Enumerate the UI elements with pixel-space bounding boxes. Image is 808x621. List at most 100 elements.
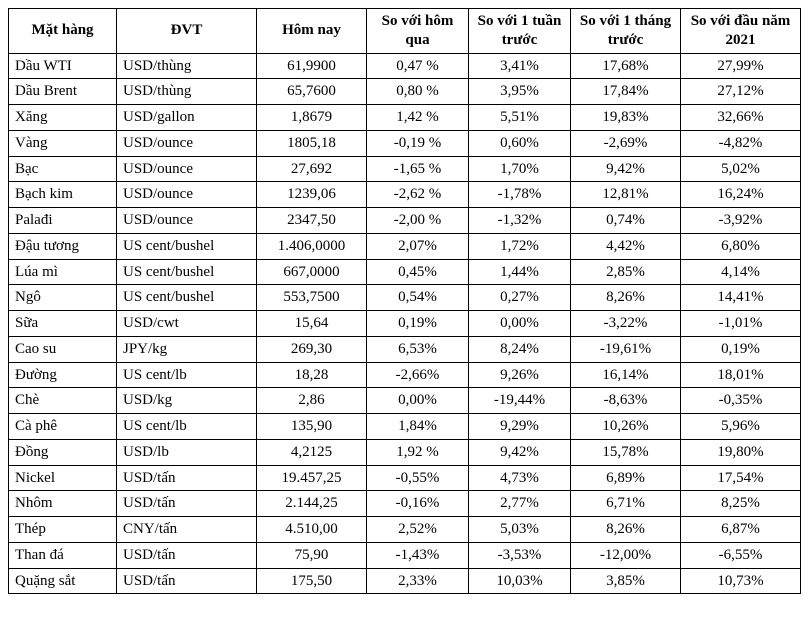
unit-cell: USD/lb bbox=[117, 439, 257, 465]
table-row: PalađiUSD/ounce2347,50-2,00 %-1,32%0,74%… bbox=[9, 208, 801, 234]
month-change-cell: 16,14% bbox=[571, 362, 681, 388]
month-change-cell: 3,85% bbox=[571, 568, 681, 594]
ytd-change-cell: 5,96% bbox=[681, 414, 801, 440]
col-unit: ĐVT bbox=[117, 9, 257, 54]
day-change-cell: 0,45% bbox=[367, 259, 469, 285]
commodity-name: Xăng bbox=[9, 105, 117, 131]
month-change-cell: 6,71% bbox=[571, 491, 681, 517]
ytd-change-cell: -3,92% bbox=[681, 208, 801, 234]
today-cell: 553,7500 bbox=[257, 285, 367, 311]
today-cell: 1.406,0000 bbox=[257, 233, 367, 259]
table-row: XăngUSD/gallon1,86791,42 %5,51%19,83%32,… bbox=[9, 105, 801, 131]
col-month: So với 1 tháng trước bbox=[571, 9, 681, 54]
unit-cell: USD/tấn bbox=[117, 465, 257, 491]
month-change-cell: -19,61% bbox=[571, 336, 681, 362]
month-change-cell: -2,69% bbox=[571, 130, 681, 156]
day-change-cell: 2,52% bbox=[367, 517, 469, 543]
day-change-cell: -1,43% bbox=[367, 542, 469, 568]
day-change-cell: -0,16% bbox=[367, 491, 469, 517]
week-change-cell: 9,29% bbox=[469, 414, 571, 440]
week-change-cell: 1,70% bbox=[469, 156, 571, 182]
week-change-cell: -3,53% bbox=[469, 542, 571, 568]
today-cell: 269,30 bbox=[257, 336, 367, 362]
week-change-cell: 4,73% bbox=[469, 465, 571, 491]
commodity-name: Quặng sắt bbox=[9, 568, 117, 594]
header-row: Mặt hàng ĐVT Hôm nay So với hôm qua So v… bbox=[9, 9, 801, 54]
table-row: ThépCNY/tấn4.510,002,52%5,03%8,26%6,87% bbox=[9, 517, 801, 543]
day-change-cell: 0,00% bbox=[367, 388, 469, 414]
ytd-change-cell: 18,01% bbox=[681, 362, 801, 388]
commodity-price-table: Mặt hàng ĐVT Hôm nay So với hôm qua So v… bbox=[8, 8, 801, 594]
ytd-change-cell: 6,87% bbox=[681, 517, 801, 543]
week-change-cell: 5,03% bbox=[469, 517, 571, 543]
unit-cell: US cent/bushel bbox=[117, 233, 257, 259]
week-change-cell: 1,72% bbox=[469, 233, 571, 259]
unit-cell: USD/ounce bbox=[117, 208, 257, 234]
col-ytd: So với đầu năm 2021 bbox=[681, 9, 801, 54]
week-change-cell: 9,26% bbox=[469, 362, 571, 388]
unit-cell: JPY/kg bbox=[117, 336, 257, 362]
table-row: Lúa mìUS cent/bushel667,00000,45%1,44%2,… bbox=[9, 259, 801, 285]
commodity-name: Đồng bbox=[9, 439, 117, 465]
ytd-change-cell: -1,01% bbox=[681, 311, 801, 337]
month-change-cell: 17,68% bbox=[571, 53, 681, 79]
ytd-change-cell: 17,54% bbox=[681, 465, 801, 491]
today-cell: 65,7600 bbox=[257, 79, 367, 105]
table-row: ChèUSD/kg2,860,00%-19,44%-8,63%-0,35% bbox=[9, 388, 801, 414]
today-cell: 2.144,25 bbox=[257, 491, 367, 517]
commodity-name: Nhôm bbox=[9, 491, 117, 517]
today-cell: 4.510,00 bbox=[257, 517, 367, 543]
table-row: Dầu WTIUSD/thùng61,99000,47 %3,41%17,68%… bbox=[9, 53, 801, 79]
today-cell: 4,2125 bbox=[257, 439, 367, 465]
ytd-change-cell: 8,25% bbox=[681, 491, 801, 517]
unit-cell: USD/gallon bbox=[117, 105, 257, 131]
ytd-change-cell: 0,19% bbox=[681, 336, 801, 362]
table-row: NgôUS cent/bushel553,75000,54%0,27%8,26%… bbox=[9, 285, 801, 311]
day-change-cell: -2,62 % bbox=[367, 182, 469, 208]
commodity-name: Lúa mì bbox=[9, 259, 117, 285]
unit-cell: US cent/bushel bbox=[117, 259, 257, 285]
commodity-name: Dầu Brent bbox=[9, 79, 117, 105]
commodity-name: Cà phê bbox=[9, 414, 117, 440]
day-change-cell: -1,65 % bbox=[367, 156, 469, 182]
day-change-cell: 1,84% bbox=[367, 414, 469, 440]
day-change-cell: 1,42 % bbox=[367, 105, 469, 131]
month-change-cell: -3,22% bbox=[571, 311, 681, 337]
day-change-cell: 1,92 % bbox=[367, 439, 469, 465]
ytd-change-cell: -0,35% bbox=[681, 388, 801, 414]
ytd-change-cell: 14,41% bbox=[681, 285, 801, 311]
col-week: So với 1 tuần trước bbox=[469, 9, 571, 54]
commodity-name: Đậu tương bbox=[9, 233, 117, 259]
table-body: Dầu WTIUSD/thùng61,99000,47 %3,41%17,68%… bbox=[9, 53, 801, 594]
unit-cell: CNY/tấn bbox=[117, 517, 257, 543]
table-row: Bạch kimUSD/ounce1239,06-2,62 %-1,78%12,… bbox=[9, 182, 801, 208]
table-row: Than đáUSD/tấn75,90-1,43%-3,53%-12,00%-6… bbox=[9, 542, 801, 568]
unit-cell: US cent/lb bbox=[117, 414, 257, 440]
ytd-change-cell: 16,24% bbox=[681, 182, 801, 208]
ytd-change-cell: 19,80% bbox=[681, 439, 801, 465]
today-cell: 667,0000 bbox=[257, 259, 367, 285]
week-change-cell: 1,44% bbox=[469, 259, 571, 285]
col-today: Hôm nay bbox=[257, 9, 367, 54]
ytd-change-cell: -6,55% bbox=[681, 542, 801, 568]
month-change-cell: 4,42% bbox=[571, 233, 681, 259]
day-change-cell: 0,47 % bbox=[367, 53, 469, 79]
table-row: VàngUSD/ounce1805,18-0,19 %0,60%-2,69%-4… bbox=[9, 130, 801, 156]
month-change-cell: 8,26% bbox=[571, 285, 681, 311]
commodity-name: Vàng bbox=[9, 130, 117, 156]
week-change-cell: 2,77% bbox=[469, 491, 571, 517]
commodity-name: Than đá bbox=[9, 542, 117, 568]
table-header: Mặt hàng ĐVT Hôm nay So với hôm qua So v… bbox=[9, 9, 801, 54]
today-cell: 18,28 bbox=[257, 362, 367, 388]
today-cell: 1239,06 bbox=[257, 182, 367, 208]
commodity-name: Ngô bbox=[9, 285, 117, 311]
table-row: NickelUSD/tấn19.457,25-0,55%4,73%6,89%17… bbox=[9, 465, 801, 491]
week-change-cell: 3,95% bbox=[469, 79, 571, 105]
day-change-cell: -0,19 % bbox=[367, 130, 469, 156]
unit-cell: US cent/bushel bbox=[117, 285, 257, 311]
table-row: Dầu BrentUSD/thùng65,76000,80 %3,95%17,8… bbox=[9, 79, 801, 105]
unit-cell: USD/thùng bbox=[117, 79, 257, 105]
day-change-cell: -0,55% bbox=[367, 465, 469, 491]
table-row: Cà phêUS cent/lb135,901,84%9,29%10,26%5,… bbox=[9, 414, 801, 440]
week-change-cell: -1,78% bbox=[469, 182, 571, 208]
